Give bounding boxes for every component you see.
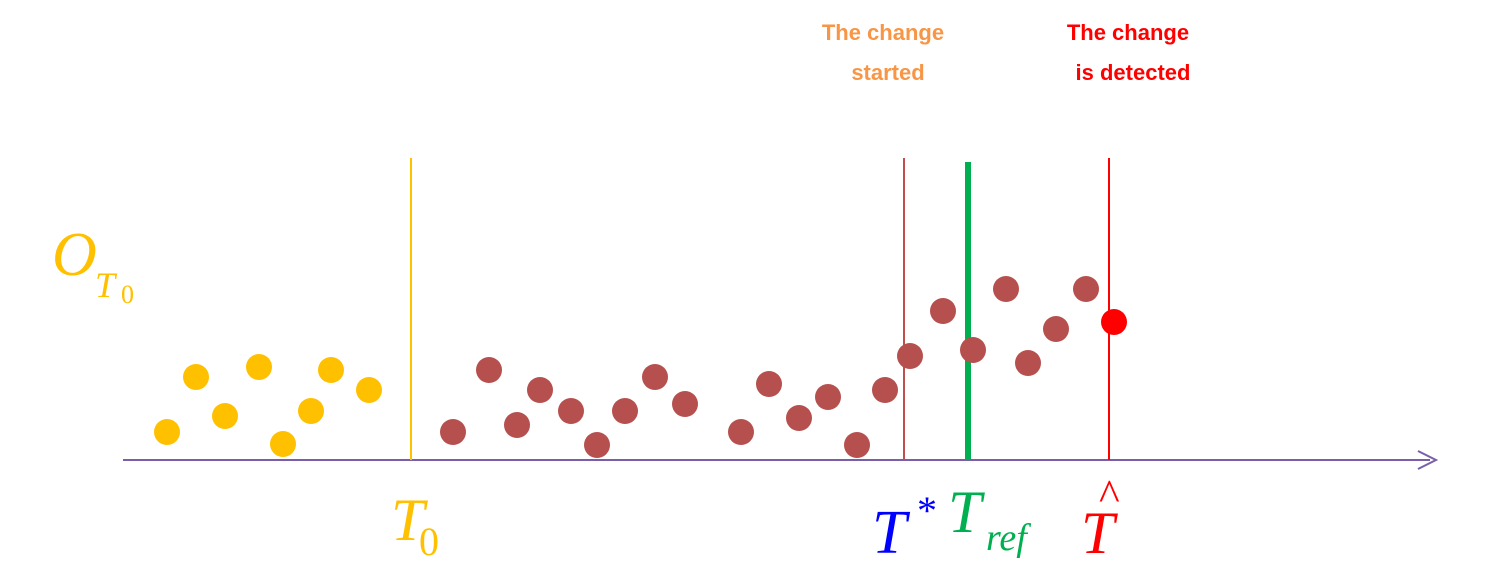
observation-point — [504, 412, 530, 438]
detected-change-point — [1101, 309, 1127, 335]
initial-observation-point — [246, 354, 272, 380]
initial-observation-point — [183, 364, 209, 390]
observation-point — [558, 398, 584, 424]
observation-point — [1073, 276, 1099, 302]
observation-points — [154, 276, 1127, 458]
observation-point — [440, 419, 466, 445]
observation-point — [584, 432, 610, 458]
t-ref-main: T — [948, 479, 985, 545]
observation-point — [960, 337, 986, 363]
initial-observation-point — [318, 357, 344, 383]
change-started-line-2: started — [851, 60, 924, 85]
change-detected-line-1: The change — [1067, 20, 1189, 45]
observation-point — [527, 377, 553, 403]
t-hat-accent: ^ — [1099, 471, 1120, 520]
observation-point — [897, 343, 923, 369]
observation-point — [786, 405, 812, 431]
t-hat-main: T — [1081, 500, 1118, 566]
change-started-annotation: The change started — [822, 20, 950, 85]
initial-observation-point — [270, 431, 296, 457]
t0-main: T — [391, 487, 428, 553]
observation-point — [728, 419, 754, 445]
observation-point — [815, 384, 841, 410]
observation-point — [1015, 350, 1041, 376]
observation-point — [476, 357, 502, 383]
initial-observation-point — [212, 403, 238, 429]
observation-point — [642, 364, 668, 390]
initial-observation-point — [356, 377, 382, 403]
observation-point — [993, 276, 1019, 302]
observation-point — [672, 391, 698, 417]
change-detected-annotation: The change is detected — [1067, 20, 1195, 85]
o-t0-sub: T — [95, 265, 118, 305]
t0-label: T 0 — [391, 487, 439, 564]
o-t0-subsub: 0 — [121, 280, 134, 309]
t0-sub: 0 — [419, 519, 439, 564]
observation-point — [1043, 316, 1069, 342]
observation-point — [872, 377, 898, 403]
t-star-main: T — [872, 499, 911, 566]
t-ref-sub: ref — [986, 517, 1031, 559]
t-hat-label: ^ T — [1081, 471, 1120, 566]
initial-observation-point — [298, 398, 324, 424]
change-detected-line-2: is detected — [1076, 60, 1191, 85]
t-star-sup: * — [917, 488, 937, 533]
observation-point — [756, 371, 782, 397]
time-axis-arrowhead — [1417, 450, 1439, 470]
observation-point — [930, 298, 956, 324]
o-t0-label: O T 0 — [52, 221, 134, 309]
t-star-label: T * — [872, 488, 937, 566]
o-t0-main: O — [52, 221, 97, 289]
change-started-line-1: The change — [822, 20, 944, 45]
t-ref-label: T ref — [948, 479, 1031, 559]
initial-observation-point — [154, 419, 180, 445]
observation-point — [844, 432, 870, 458]
observation-point — [612, 398, 638, 424]
